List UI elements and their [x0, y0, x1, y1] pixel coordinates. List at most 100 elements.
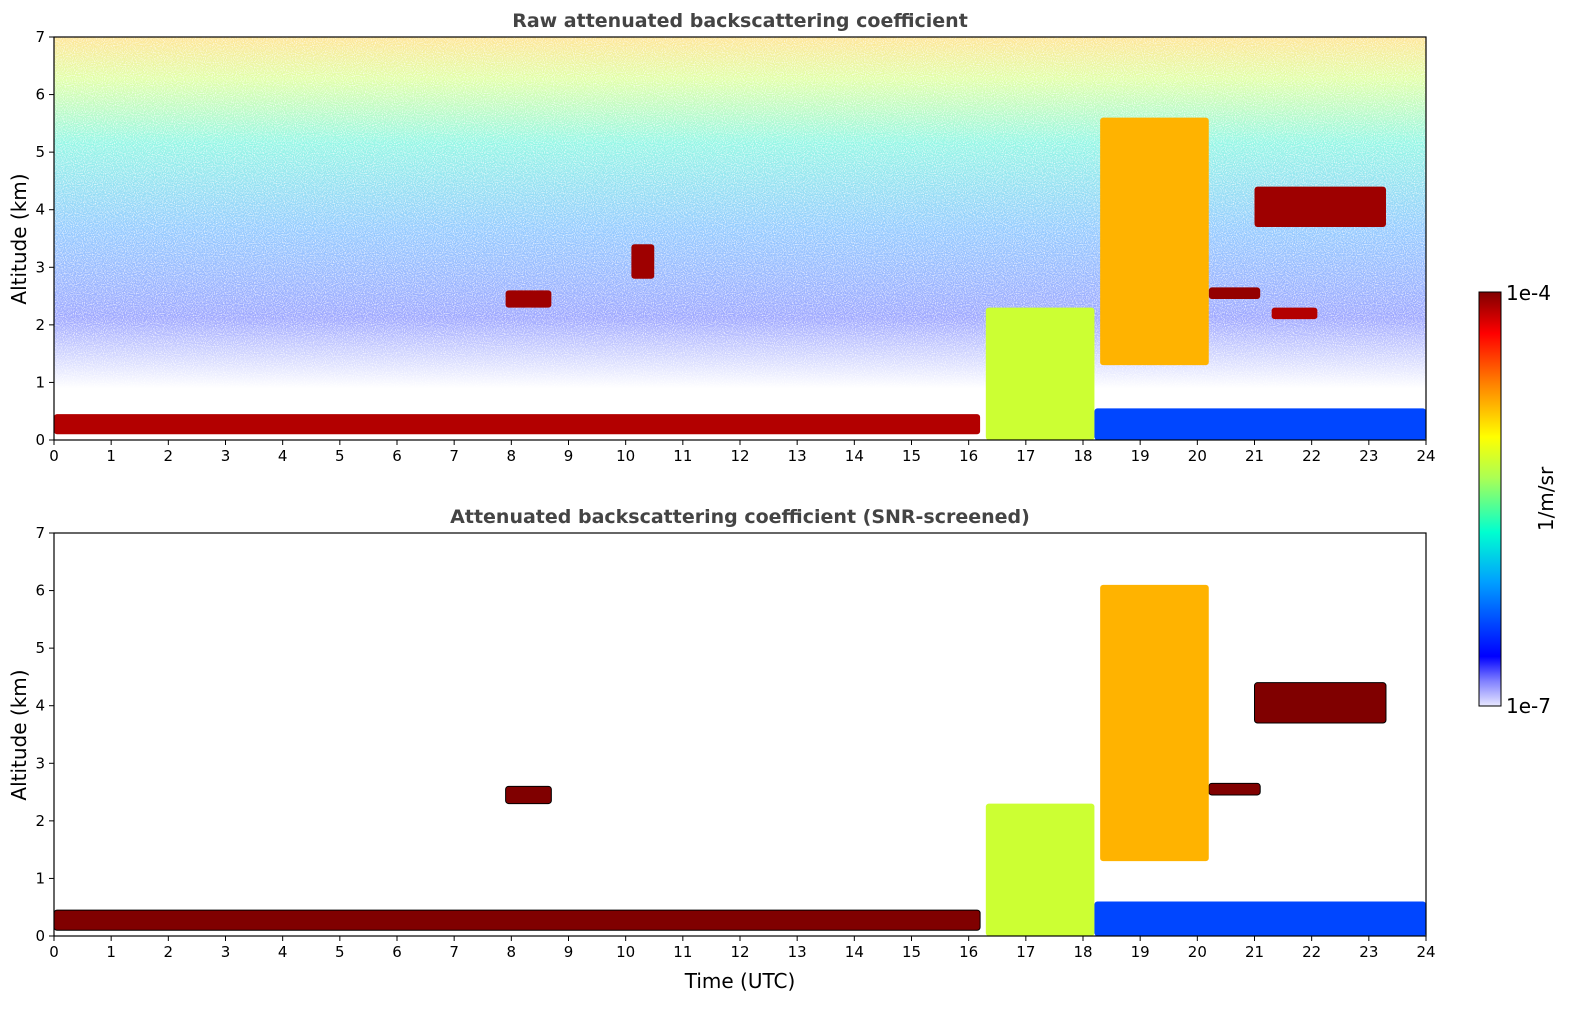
x-tick-label: 4 [278, 943, 288, 961]
x-tick-label: 12 [730, 447, 749, 465]
x-tick-label: 24 [1416, 447, 1435, 465]
panel-title: Attenuated backscattering coefficient (S… [450, 506, 1030, 528]
y-tick-label: 1 [35, 869, 45, 887]
x-tick-label: 9 [564, 447, 574, 465]
x-tick-label: 1 [106, 447, 116, 465]
x-tick-label: 22 [1302, 943, 1321, 961]
heatmap-feature [1094, 408, 1426, 440]
x-tick-label: 10 [616, 447, 635, 465]
heatmap-feature [1254, 186, 1386, 227]
y-tick-label: 6 [35, 582, 45, 600]
x-tick-label: 6 [392, 447, 402, 465]
colorbar: 1e-4 1e-7 1/m/sr [1478, 281, 1558, 718]
x-tick-label: 21 [1245, 943, 1264, 961]
x-tick-label: 14 [845, 447, 864, 465]
heatmap-marks [53, 584, 1426, 936]
heatmap-feature [54, 414, 981, 435]
y-tick-label: 1 [35, 373, 45, 391]
x-tick-label: 16 [959, 447, 978, 465]
y-axis: 0 1 2 3 4 5 6 7 [35, 28, 54, 449]
x-tick-label: 0 [49, 943, 59, 961]
x-tick-label: 11 [673, 447, 692, 465]
x-tick-label: 5 [335, 447, 345, 465]
y-tick-label: 3 [35, 754, 45, 772]
heatmap-feature [1100, 584, 1209, 862]
x-tick-label: 21 [1245, 447, 1264, 465]
x-tick-label: 8 [507, 943, 517, 961]
x-tick-label: 18 [1073, 943, 1092, 961]
x-tick-label: 13 [788, 447, 807, 465]
x-axis: 0 1 2 3 4 5 6 7 8 9 10 11 12 13 14 15 16 17 18 19 20 21 22 23 24 [49, 440, 1436, 465]
colorbar-min-label: 1e-7 [1506, 694, 1551, 718]
heatmap-feature [53, 909, 981, 931]
heatmap-feature [631, 244, 655, 279]
heatmap-feature [985, 307, 1095, 440]
x-tick-label: 19 [1131, 943, 1150, 961]
y-tick-label: 4 [35, 697, 45, 715]
x-tick-label: 4 [278, 447, 288, 465]
y-tick-label: 7 [35, 524, 45, 542]
heatmap-feature [1208, 287, 1261, 299]
heatmap-feature [505, 785, 552, 805]
y-axis: 0 1 2 3 4 5 6 7 [35, 524, 54, 945]
x-tick-label: 9 [564, 943, 574, 961]
colorbar-max-label: 1e-4 [1506, 281, 1551, 305]
x-tick-label: 18 [1073, 447, 1092, 465]
heatmap-feature [1094, 901, 1426, 936]
colorbar-scale [1478, 291, 1502, 707]
y-tick-label: 5 [35, 143, 45, 161]
x-tick-label: 6 [392, 943, 402, 961]
y-tick-label: 0 [35, 927, 45, 945]
heatmap-marks [54, 37, 1426, 440]
y-axis-label: Altitude (km) [7, 173, 31, 304]
y-axis-label: Altitude (km) [7, 669, 31, 800]
x-tick-label: 7 [449, 447, 459, 465]
snr-screened-panel: Attenuated backscattering coefficient (S… [7, 506, 1436, 993]
x-tick-label: 23 [1359, 447, 1378, 465]
x-tick-label: 15 [902, 447, 921, 465]
plot-frame [53, 532, 1427, 937]
panel-title: Raw attenuated backscattering coefficien… [512, 10, 968, 32]
x-tick-label: 15 [902, 943, 921, 961]
x-tick-label: 3 [221, 447, 231, 465]
x-tick-label: 13 [788, 943, 807, 961]
y-tick-label: 4 [35, 201, 45, 219]
x-axis-label: Time (UTC) [684, 969, 796, 993]
heatmap-feature [1208, 782, 1261, 796]
x-tick-label: 17 [1016, 943, 1035, 961]
x-tick-label: 12 [730, 943, 749, 961]
raw-backscatter-panel: Raw attenuated backscattering coefficien… [7, 10, 1436, 465]
y-tick-label: 6 [35, 86, 45, 104]
y-tick-label: 0 [35, 431, 45, 449]
heatmap-feature [1254, 682, 1387, 724]
heatmap-feature [1100, 117, 1209, 366]
y-tick-label: 2 [35, 812, 45, 830]
heatmap-feature [1271, 307, 1318, 320]
x-tick-label: 17 [1016, 447, 1035, 465]
heatmap-feature [505, 290, 552, 308]
noise-speckle [54, 37, 1426, 389]
x-tick-label: 24 [1416, 943, 1435, 961]
x-tick-label: 20 [1188, 943, 1207, 961]
x-tick-label: 16 [959, 943, 978, 961]
x-axis: 0 1 2 3 4 5 6 7 8 9 10 11 12 13 14 15 16 17 18 19 20 21 22 23 24 [49, 936, 1436, 961]
y-tick-label: 2 [35, 316, 45, 334]
colorbar-unit-label: 1/m/sr [1534, 466, 1558, 531]
x-tick-label: 2 [164, 943, 174, 961]
x-tick-label: 0 [49, 447, 59, 465]
x-tick-label: 23 [1359, 943, 1378, 961]
y-tick-label: 5 [35, 639, 45, 657]
x-tick-label: 2 [164, 447, 174, 465]
x-tick-label: 20 [1188, 447, 1207, 465]
x-tick-label: 8 [507, 447, 517, 465]
x-tick-label: 11 [673, 943, 692, 961]
x-tick-label: 1 [106, 943, 116, 961]
y-tick-label: 3 [35, 258, 45, 276]
x-tick-label: 10 [616, 943, 635, 961]
heatmap-feature [985, 803, 1095, 936]
x-tick-label: 14 [845, 943, 864, 961]
x-tick-label: 5 [335, 943, 345, 961]
x-tick-label: 19 [1131, 447, 1150, 465]
x-tick-label: 3 [221, 943, 231, 961]
